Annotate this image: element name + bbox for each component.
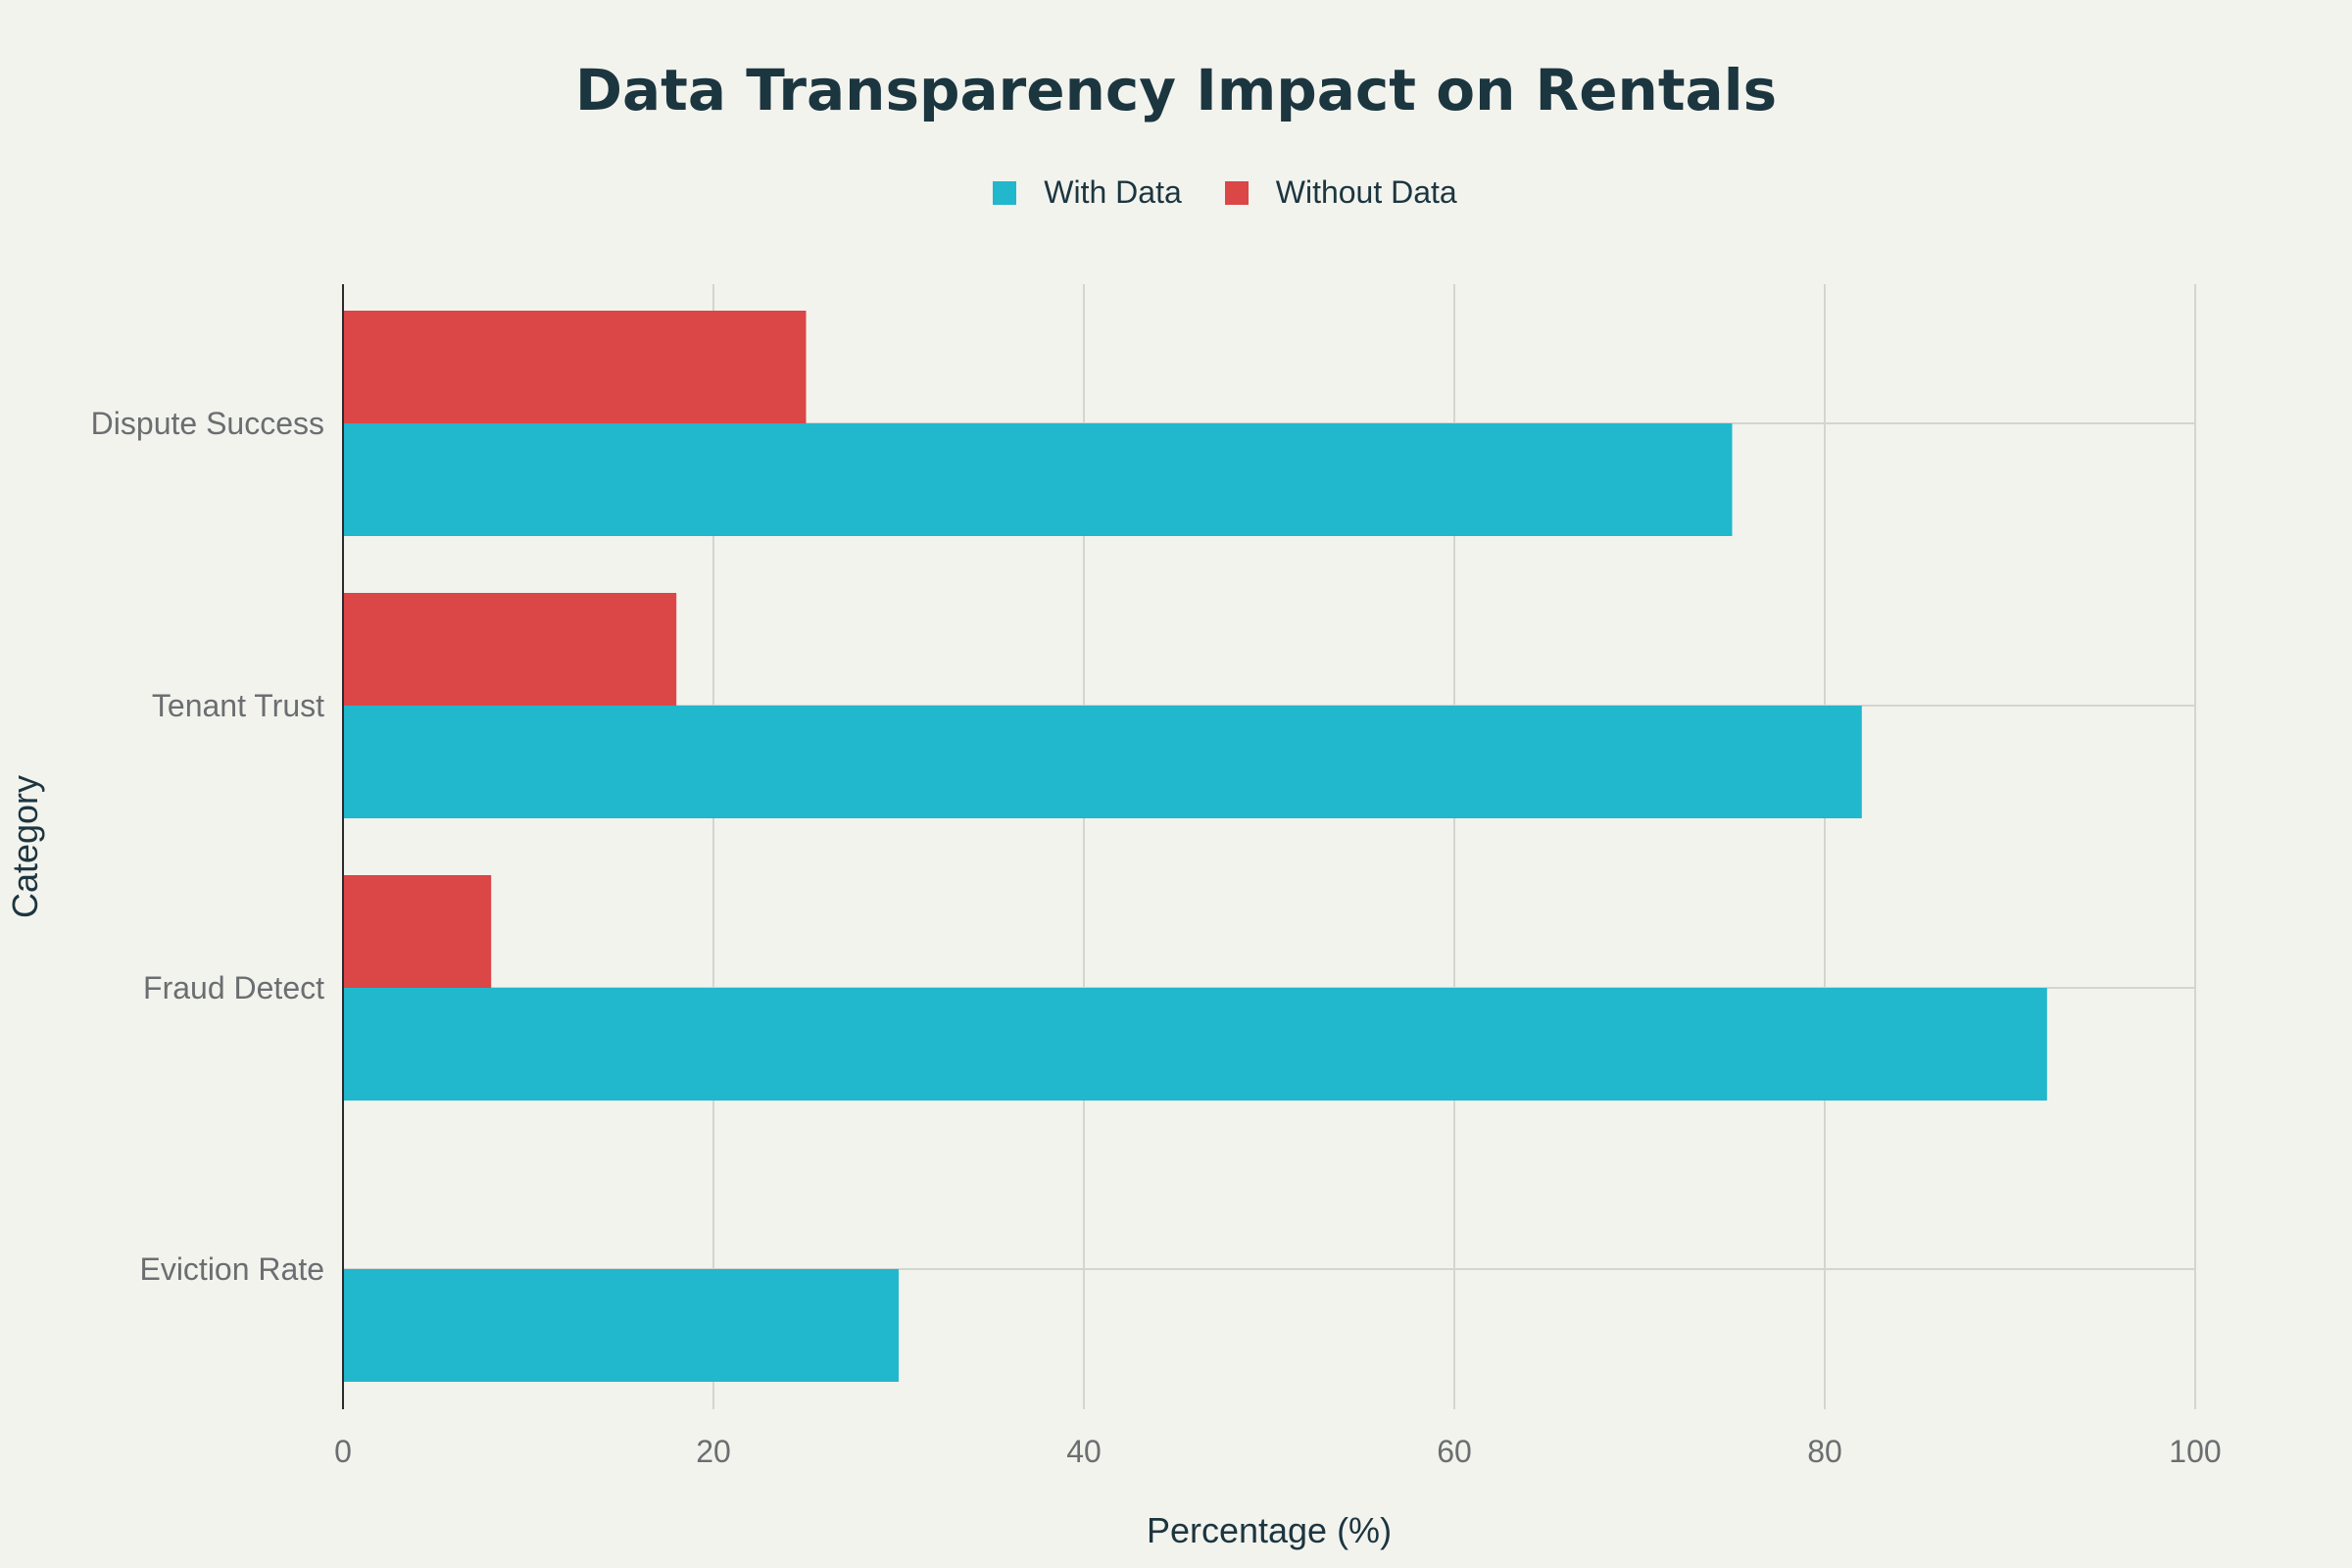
y-tick-label: Dispute Success bbox=[91, 406, 324, 441]
y-axis-title: Category bbox=[5, 775, 45, 918]
x-tick-label: 40 bbox=[1066, 1434, 1102, 1469]
x-tick-label: 80 bbox=[1807, 1434, 1842, 1469]
bar-with-data-dispute-success[interactable] bbox=[343, 423, 1733, 536]
x-tick-label: 0 bbox=[334, 1434, 352, 1469]
bar-without-data-dispute-success[interactable] bbox=[343, 311, 807, 423]
bar-with-data-eviction-rate[interactable] bbox=[343, 1269, 899, 1382]
bar-without-data-fraud-detect[interactable] bbox=[343, 875, 492, 988]
bars bbox=[343, 311, 2047, 1382]
x-tick-label: 20 bbox=[696, 1434, 731, 1469]
x-axis-title: Percentage (%) bbox=[1147, 1510, 1392, 1550]
bar-without-data-tenant-trust[interactable] bbox=[343, 593, 677, 706]
legend-label-with-data: With Data bbox=[1044, 174, 1182, 210]
bar-with-data-fraud-detect[interactable] bbox=[343, 988, 2047, 1101]
y-tick-label: Fraud Detect bbox=[143, 970, 324, 1005]
y-tick-labels: Dispute Success Tenant Trust Fraud Detect E… bbox=[91, 406, 324, 1287]
legend: With Data Without Data bbox=[0, 174, 2352, 211]
legend-swatch-without-data bbox=[1224, 180, 1249, 205]
legend-item-without-data[interactable]: Without Data bbox=[1224, 174, 1457, 211]
y-tick-label: Tenant Trust bbox=[152, 688, 324, 723]
x-tick-label: 100 bbox=[2169, 1434, 2221, 1469]
bar-with-data-tenant-trust[interactable] bbox=[343, 706, 1862, 818]
y-tick-label: Eviction Rate bbox=[139, 1251, 324, 1287]
legend-swatch-with-data bbox=[993, 180, 1017, 205]
x-tick-labels: 0 20 40 60 80 100 bbox=[334, 1434, 2222, 1469]
x-tick-label: 60 bbox=[1437, 1434, 1472, 1469]
chart-title: Data Transparency Impact on Rentals bbox=[574, 57, 1778, 123]
legend-item-with-data[interactable]: With Data bbox=[993, 174, 1182, 211]
legend-label-without-data: Without Data bbox=[1275, 174, 1457, 210]
